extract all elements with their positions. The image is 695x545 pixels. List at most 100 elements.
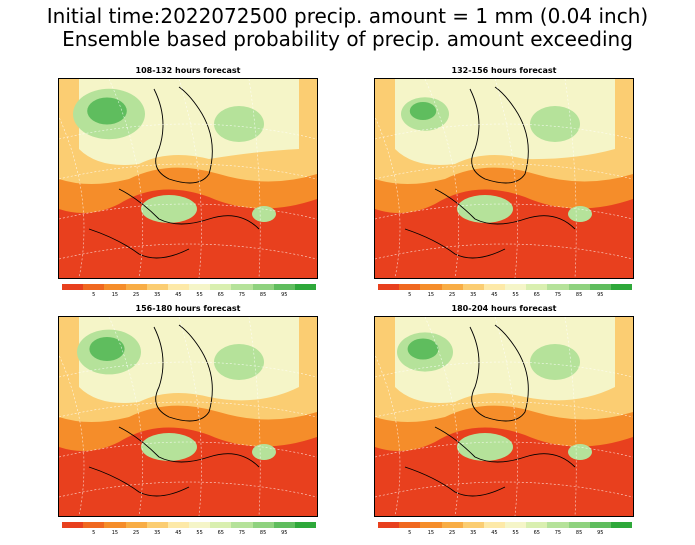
colorbar-swatch: [189, 284, 211, 290]
map-graphic: [59, 79, 317, 278]
colorbar-labels: 5 15 25 35 45 55 65 75 85 95: [62, 292, 316, 300]
colorbar: [378, 522, 633, 528]
panel-108-132: 108-132 hours forecast 5 15 25 35 45 55 65 75 85…: [56, 64, 320, 304]
colorbar: [378, 284, 633, 290]
colorbar-swatch: [568, 284, 590, 290]
colorbar-swatch: [462, 522, 484, 528]
colorbar-swatch: [252, 522, 274, 528]
colorbar-swatch: [505, 522, 527, 528]
colorbar-label: 75: [238, 292, 246, 298]
colorbar-swatch: [83, 284, 105, 290]
colorbar-label: 25: [132, 292, 140, 298]
colorbar-swatch: [589, 522, 611, 528]
colorbar-swatch: [167, 522, 190, 528]
colorbar-label: 85: [575, 292, 583, 298]
colorbar-label: 15: [427, 292, 435, 298]
colorbar-label: 65: [217, 530, 224, 536]
colorbar: [62, 284, 317, 290]
panel-132-156: 132-156 hours forecast 5 15 25 35 45 55 65 75 85…: [372, 64, 636, 304]
map-graphic: [375, 79, 633, 278]
colorbar-swatch: [399, 284, 421, 290]
colorbar-swatch: [399, 522, 421, 528]
colorbar-label: 95: [597, 292, 604, 298]
panel-156-180: 156-180 hours forecast 5 15 25 35 45 55 65 75 85…: [56, 302, 320, 542]
colorbar-swatch: [420, 522, 442, 528]
colorbar-swatch: [547, 522, 569, 528]
colorbar-label: 15: [427, 530, 435, 536]
colorbar-label: 45: [491, 292, 498, 298]
colorbar-label: 55: [196, 530, 203, 536]
colorbar-label: 45: [175, 292, 182, 298]
colorbar-label: 5: [408, 292, 412, 298]
panel-title: 180-204 hours forecast: [451, 304, 557, 313]
colorbar-swatch: [462, 284, 484, 290]
colorbar-label: 55: [512, 530, 519, 536]
colorbar-label: 95: [281, 530, 288, 536]
colorbar-swatch: [505, 284, 527, 290]
probability-map: [58, 316, 318, 517]
colorbar-swatch: [610, 284, 633, 290]
colorbar-swatch: [252, 284, 274, 290]
colorbar-label: 65: [217, 292, 224, 298]
colorbar-label: 95: [281, 292, 288, 298]
colorbar-swatch: [378, 284, 400, 290]
colorbar-label: 5: [92, 292, 96, 298]
colorbar-swatch: [104, 284, 126, 290]
colorbar-swatch: [146, 522, 168, 528]
colorbar-swatch: [125, 522, 147, 528]
panel-title: 108-132 hours forecast: [135, 66, 241, 75]
map-graphic: [375, 317, 633, 516]
colorbar-label: 75: [554, 292, 562, 298]
panel-title: 156-180 hours forecast: [135, 304, 241, 313]
colorbar-swatch: [526, 522, 548, 528]
colorbar-label: 95: [597, 530, 604, 536]
colorbar-swatch: [483, 522, 506, 528]
colorbar-label: 65: [533, 292, 540, 298]
colorbar-swatch: [231, 284, 253, 290]
colorbar-swatch: [62, 284, 84, 290]
colorbar-label: 15: [111, 530, 119, 536]
colorbar-swatch: [83, 522, 105, 528]
colorbar-label: 45: [491, 530, 498, 536]
colorbar-label: 55: [196, 292, 203, 298]
colorbar-label: 85: [259, 530, 267, 536]
colorbar-swatch: [104, 522, 126, 528]
colorbar-swatch: [526, 284, 548, 290]
colorbar-swatch: [420, 284, 442, 290]
colorbar-label: 25: [132, 530, 140, 536]
colorbar-swatch: [483, 284, 506, 290]
map-graphic: [59, 317, 317, 516]
colorbar-label: 45: [175, 530, 182, 536]
colorbar-labels: 5 15 25 35 45 55 65 75 85 95: [378, 530, 632, 538]
colorbar-label: 25: [448, 530, 456, 536]
colorbar-labels: 5 15 25 35 45 55 65 75 85 95: [62, 530, 316, 538]
colorbar-label: 75: [238, 530, 246, 536]
colorbar-swatch: [62, 522, 84, 528]
colorbar-label: 35: [154, 292, 161, 298]
colorbar-label: 65: [533, 530, 540, 536]
colorbar-swatch: [273, 284, 295, 290]
colorbar-swatch: [210, 284, 232, 290]
colorbar-labels: 5 15 25 35 45 55 65 75 85 95: [378, 292, 632, 300]
chart-title-line2: Ensemble based probability of precip. am…: [62, 27, 633, 51]
colorbar-swatch: [547, 284, 569, 290]
probability-map: [374, 78, 634, 279]
colorbar-swatch: [125, 284, 147, 290]
colorbar-swatch: [273, 522, 295, 528]
colorbar-swatch: [294, 284, 317, 290]
chart-title-line1: Initial time:2022072500 precip. amount =…: [46, 4, 649, 28]
colorbar-label: 5: [92, 530, 96, 536]
probability-map: [374, 316, 634, 517]
panel-180-204: 180-204 hours forecast 5 15 25 35 45 55 65 75 85…: [372, 302, 636, 542]
colorbar-label: 85: [575, 530, 583, 536]
colorbar-swatch: [167, 284, 190, 290]
colorbar-label: 15: [111, 292, 119, 298]
probability-map: [58, 78, 318, 279]
colorbar-swatch: [231, 522, 253, 528]
colorbar: [62, 522, 317, 528]
panel-title: 132-156 hours forecast: [451, 66, 557, 75]
colorbar-label: 75: [554, 530, 562, 536]
colorbar-swatch: [441, 284, 463, 290]
colorbar-label: 35: [470, 530, 477, 536]
colorbar-swatch: [210, 522, 232, 528]
